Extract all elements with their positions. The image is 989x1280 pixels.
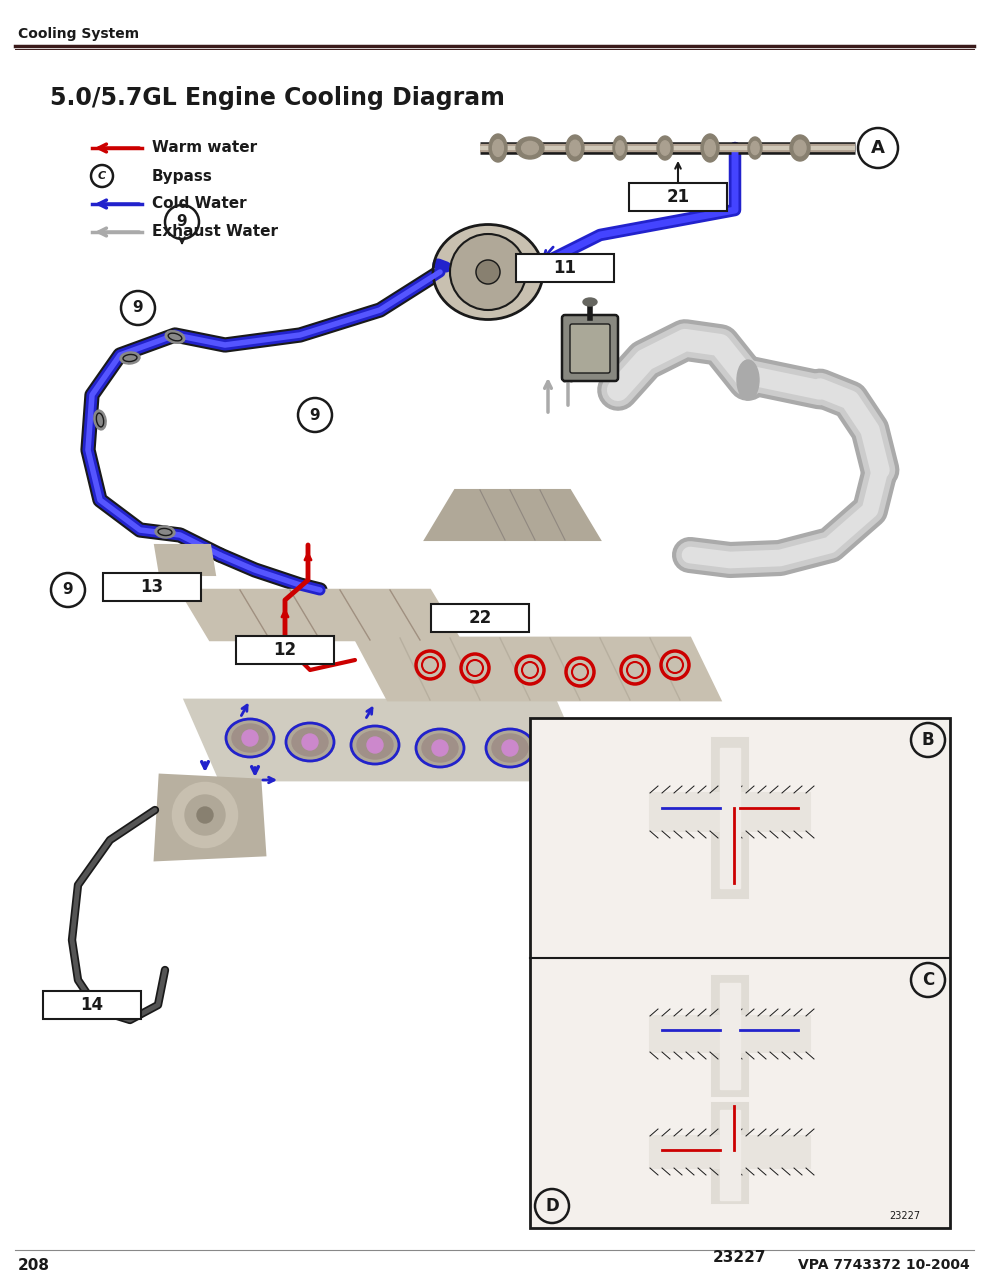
Text: 208: 208 — [18, 1257, 50, 1272]
Ellipse shape — [232, 724, 268, 751]
Text: Cooling System: Cooling System — [18, 27, 139, 41]
Text: VPA 7743372 10-2004: VPA 7743372 10-2004 — [798, 1258, 970, 1272]
Ellipse shape — [737, 360, 759, 399]
Ellipse shape — [416, 730, 464, 767]
Bar — [650, 1016, 810, 1052]
Text: 9: 9 — [310, 407, 320, 422]
Text: 22: 22 — [469, 609, 492, 627]
Bar — [712, 1103, 748, 1203]
Circle shape — [476, 260, 500, 284]
Ellipse shape — [657, 136, 673, 160]
Circle shape — [502, 740, 518, 756]
Ellipse shape — [433, 224, 543, 320]
Text: 11: 11 — [554, 259, 577, 276]
Polygon shape — [355, 637, 720, 700]
Ellipse shape — [94, 410, 106, 430]
Circle shape — [367, 737, 383, 753]
Ellipse shape — [493, 140, 503, 156]
Ellipse shape — [748, 137, 762, 159]
Text: Bypass: Bypass — [152, 169, 213, 183]
Ellipse shape — [616, 141, 624, 155]
Ellipse shape — [155, 526, 175, 538]
Circle shape — [242, 730, 258, 746]
Ellipse shape — [583, 298, 597, 306]
Text: B: B — [922, 731, 935, 749]
Ellipse shape — [486, 730, 534, 767]
Bar — [712, 739, 748, 899]
Ellipse shape — [492, 733, 528, 762]
Bar — [720, 983, 740, 1089]
Ellipse shape — [351, 726, 399, 764]
Text: Warm water: Warm water — [152, 141, 257, 155]
Text: 9: 9 — [133, 301, 143, 315]
FancyBboxPatch shape — [43, 991, 141, 1019]
Polygon shape — [180, 590, 460, 640]
Ellipse shape — [790, 134, 810, 161]
Polygon shape — [185, 700, 590, 780]
Ellipse shape — [704, 140, 715, 156]
Circle shape — [197, 806, 213, 823]
Circle shape — [185, 795, 225, 835]
Ellipse shape — [422, 733, 458, 762]
Text: 23227: 23227 — [889, 1211, 920, 1221]
Text: 5.0/5.7GL Engine Cooling Diagram: 5.0/5.7GL Engine Cooling Diagram — [50, 86, 504, 110]
Text: 23227: 23227 — [713, 1251, 766, 1266]
Bar — [712, 975, 748, 1096]
Circle shape — [450, 234, 526, 310]
Ellipse shape — [794, 141, 806, 156]
FancyBboxPatch shape — [516, 253, 614, 282]
Text: C: C — [922, 972, 935, 989]
Ellipse shape — [613, 136, 627, 160]
Text: Exhaust Water: Exhaust Water — [152, 224, 278, 239]
Ellipse shape — [661, 141, 670, 155]
Bar — [650, 794, 810, 831]
Text: D: D — [545, 1197, 559, 1215]
Ellipse shape — [120, 352, 140, 364]
Ellipse shape — [701, 134, 719, 163]
FancyBboxPatch shape — [530, 718, 950, 1228]
FancyBboxPatch shape — [236, 636, 334, 664]
Ellipse shape — [751, 141, 760, 155]
Ellipse shape — [226, 719, 274, 756]
Text: A: A — [871, 140, 885, 157]
Polygon shape — [155, 774, 265, 860]
FancyBboxPatch shape — [431, 604, 529, 632]
Text: 14: 14 — [80, 996, 104, 1014]
Ellipse shape — [357, 731, 393, 759]
Text: 21: 21 — [667, 188, 689, 206]
Text: Cold Water: Cold Water — [152, 197, 246, 211]
Text: 13: 13 — [140, 579, 163, 596]
Bar — [720, 1110, 740, 1201]
Bar — [650, 1137, 810, 1167]
Circle shape — [302, 733, 318, 750]
FancyBboxPatch shape — [562, 315, 618, 381]
Text: 9: 9 — [62, 582, 73, 598]
Ellipse shape — [292, 728, 328, 756]
Ellipse shape — [165, 330, 185, 343]
FancyBboxPatch shape — [570, 324, 610, 372]
Ellipse shape — [521, 141, 538, 155]
Text: C: C — [98, 172, 106, 180]
Ellipse shape — [566, 134, 584, 161]
Polygon shape — [155, 545, 215, 575]
Circle shape — [432, 740, 448, 756]
Ellipse shape — [286, 723, 334, 762]
Ellipse shape — [489, 134, 507, 163]
Text: 12: 12 — [273, 641, 297, 659]
Circle shape — [173, 783, 237, 847]
FancyBboxPatch shape — [103, 572, 201, 602]
FancyBboxPatch shape — [629, 183, 727, 211]
Ellipse shape — [570, 141, 581, 156]
Text: 9: 9 — [177, 215, 187, 229]
Bar — [720, 748, 740, 888]
Ellipse shape — [516, 137, 544, 159]
Polygon shape — [425, 490, 600, 540]
